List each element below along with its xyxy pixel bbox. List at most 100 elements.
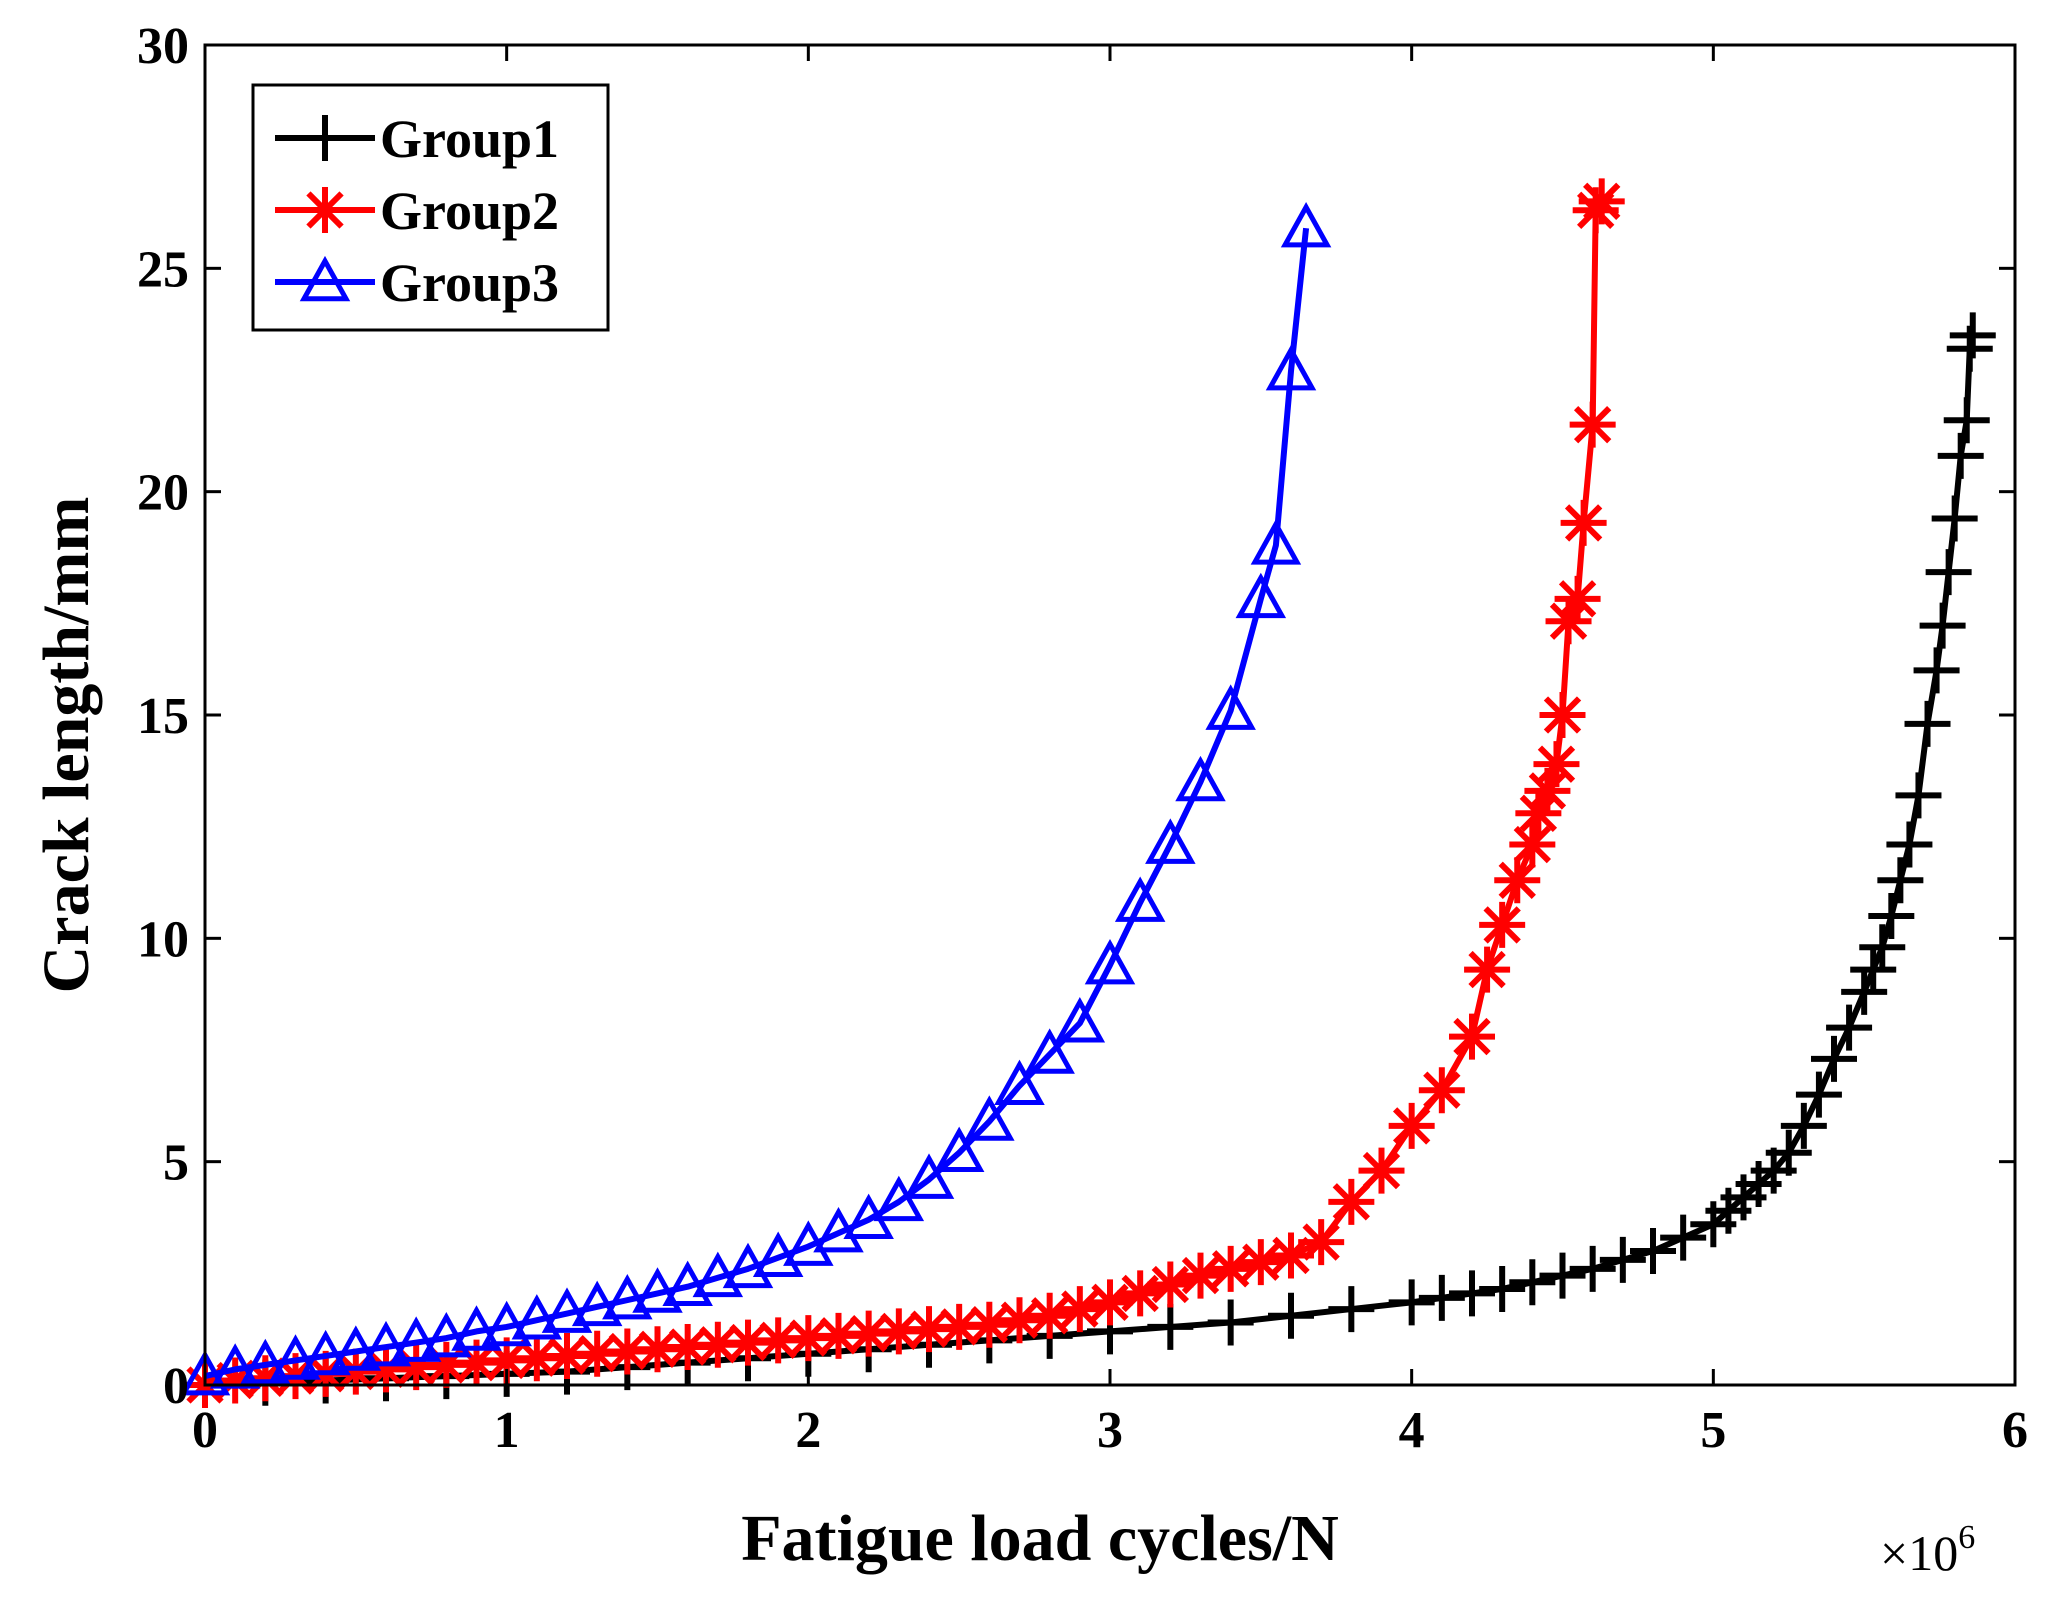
data-point: [722, 1242, 774, 1289]
data-point: [1026, 1292, 1073, 1339]
data-point: [1795, 1071, 1842, 1118]
series-layer: [179, 178, 1996, 1408]
data-point: [541, 1287, 593, 1333]
x-tick-label: 6: [2002, 1402, 2028, 1459]
data-point: [1147, 1303, 1194, 1350]
data-point: [1235, 572, 1287, 619]
data-point: [996, 1297, 1043, 1344]
data-point: [662, 1260, 713, 1307]
data-point: [1388, 1102, 1435, 1149]
y-tick-label: 20: [137, 465, 189, 522]
data-point: [1913, 647, 1960, 694]
data-point: [1084, 938, 1136, 985]
data-point: [1877, 857, 1924, 904]
data-point: [1268, 1292, 1314, 1339]
data-point: [1937, 432, 1984, 479]
data-point: [1280, 201, 1332, 248]
data-point: [1904, 700, 1951, 747]
data-point: [1328, 1286, 1375, 1333]
legend-item-group2: Group2: [275, 181, 559, 241]
data-point: [1087, 1279, 1133, 1326]
data-point: [1494, 857, 1541, 904]
data-point: [1931, 495, 1978, 542]
data-point: [1886, 821, 1933, 868]
data-point: [1533, 741, 1580, 788]
x-tick-label: 1: [494, 1402, 520, 1459]
data-point: [1479, 901, 1526, 948]
legend: Group1 Group2 Group3: [251, 83, 610, 332]
data-point: [1114, 876, 1166, 922]
data-point: [1117, 1270, 1164, 1317]
data-point: [270, 1334, 321, 1380]
data-point: [1943, 397, 1990, 444]
data-point: [1418, 1274, 1465, 1321]
data-point: [933, 1126, 985, 1173]
series-line: [204, 199, 1605, 1388]
data-point: [1780, 1102, 1827, 1149]
data-point: [1539, 1252, 1586, 1299]
data-point: [1207, 1299, 1254, 1346]
y-tick-label: 10: [137, 911, 189, 968]
data-point: [994, 1059, 1045, 1106]
data-point: [1765, 1129, 1812, 1176]
x-tick-label: 5: [1700, 1402, 1726, 1459]
data-point: [1859, 924, 1906, 971]
data-point: [511, 1294, 563, 1340]
data-point: [903, 1153, 955, 1199]
legend-item-group3: Group3: [275, 253, 559, 313]
data-point: [571, 1280, 623, 1327]
data-point: [1630, 1228, 1676, 1274]
data-point: [1250, 519, 1302, 565]
axis-tick-labels: 0 1 2 3 4 5 6 0 5 10 15 20 25 30: [137, 18, 2028, 1459]
data-point: [1560, 499, 1607, 546]
data-point: [1054, 997, 1106, 1043]
data-point: [1207, 1245, 1254, 1292]
data-point: [1464, 946, 1511, 993]
data-point: [1660, 1214, 1707, 1261]
data-point: [1539, 692, 1586, 738]
x-tick-label: 2: [795, 1402, 821, 1459]
data-point: [1569, 401, 1616, 448]
data-point: [300, 1329, 351, 1376]
series-group2: [182, 178, 1625, 1408]
data-point: [390, 1316, 442, 1362]
x-axis-multiplier: ×106: [1880, 1519, 1975, 1581]
y-tick-label: 5: [163, 1135, 189, 1192]
data-point: [1056, 1286, 1103, 1333]
data-point: [1509, 1259, 1556, 1306]
data-point: [966, 1301, 1013, 1348]
data-point: [1569, 1245, 1616, 1292]
x-tick-label: 0: [192, 1402, 218, 1459]
data-point: [1265, 344, 1317, 391]
data-point: [1449, 1013, 1495, 1060]
data-point: [1024, 1028, 1075, 1074]
data-point: [664, 1324, 711, 1371]
data-point: [1895, 772, 1942, 819]
data-point: [1850, 946, 1897, 993]
y-tick-label: 30: [137, 18, 189, 75]
legend-label: Group3: [380, 253, 559, 313]
data-point: [1298, 1219, 1345, 1266]
data-point: [574, 1330, 621, 1377]
series-group3: [179, 201, 1332, 1396]
data-point: [1925, 549, 1972, 596]
data-point: [1358, 1147, 1405, 1194]
data-point: [1177, 1252, 1224, 1299]
data-point: [1919, 602, 1966, 649]
x-tick-label: 4: [1399, 1402, 1425, 1459]
data-point: [240, 1338, 291, 1385]
data-point: [1479, 1265, 1526, 1312]
legend-marker: [302, 115, 348, 161]
series-line: [204, 334, 1976, 1388]
data-point: [1449, 1270, 1495, 1317]
data-point: [1145, 818, 1196, 864]
data-point: [1811, 1035, 1857, 1082]
data-point: [602, 1273, 653, 1320]
axis-ticks: [203, 43, 2017, 1387]
legend-item-group1: Group1: [275, 109, 559, 169]
data-point: [755, 1317, 802, 1364]
legend-label: Group1: [380, 109, 559, 169]
data-point: [1841, 968, 1888, 1015]
data-point: [1418, 1067, 1465, 1114]
